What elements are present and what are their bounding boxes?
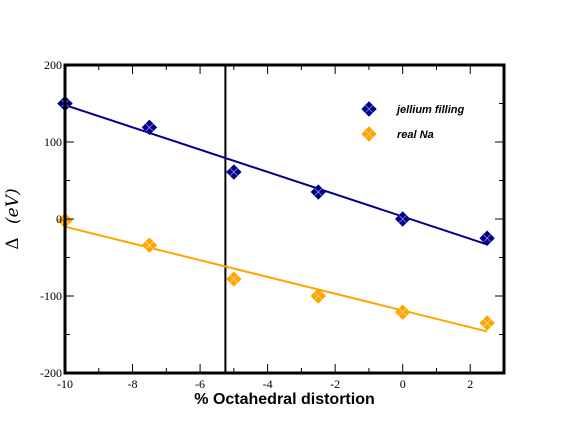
series-0-point	[479, 230, 495, 246]
series-1-point	[479, 315, 495, 331]
series-1-point-hatch	[483, 319, 491, 327]
series-1-point-hatch	[398, 308, 407, 316]
series-0-point-hatch	[230, 168, 238, 176]
series-1-fit-line	[64, 225, 488, 333]
x-tick-label: -2	[330, 377, 340, 391]
y-axis-label-text: Δ (eV)	[3, 188, 23, 249]
x-tick-label: -6	[195, 377, 205, 391]
legend-label-1: real Na	[397, 129, 434, 141]
series-1-point-hatch	[145, 241, 154, 249]
legend-marker-1-hatch	[365, 130, 373, 138]
x-tick-label: 2	[467, 377, 473, 391]
x-tick-label: -10	[57, 377, 73, 391]
series-0	[57, 95, 495, 246]
y-axis-label: Δ (eV)	[3, 188, 23, 249]
y-tick-label: 100	[44, 135, 62, 149]
series-1-point	[394, 304, 411, 320]
series-0-point	[394, 211, 411, 227]
series-0-point	[310, 184, 326, 200]
legend-marker-1	[361, 126, 377, 142]
series-1-point	[226, 271, 242, 287]
y-axis-label-unit: (eV)	[3, 188, 23, 224]
x-tick-label: 0	[400, 377, 406, 391]
x-tick-label: -8	[128, 377, 138, 391]
series-0-point-hatch	[314, 188, 323, 196]
series-0-fit-line	[64, 104, 488, 246]
series-1-point-hatch	[230, 275, 238, 283]
series-0-point-hatch	[398, 215, 407, 223]
series-1-point-hatch	[314, 292, 323, 300]
y-tick-label: 0	[56, 212, 62, 226]
series-1-point	[141, 237, 158, 253]
legend-marker-0-hatch	[365, 105, 373, 113]
series-0-point-hatch	[145, 123, 154, 132]
axis-ticks: -10 -8 -6 -4 -2 0 2 -200 -100 0 100 200	[40, 58, 504, 391]
legend-marker-0	[361, 101, 377, 117]
x-axis-label: % Octahedral distortion	[194, 391, 374, 408]
y-tick-label: -100	[40, 289, 62, 303]
y-tick-label: -200	[40, 366, 62, 380]
series-1-point	[310, 288, 326, 304]
series-0-point	[141, 119, 158, 136]
x-tick-label: -4	[263, 377, 273, 391]
series-0-point	[226, 164, 242, 180]
series-0-point-hatch	[483, 234, 491, 243]
chart-marks	[57, 65, 495, 373]
y-tick-label: 200	[44, 58, 62, 72]
series-1	[57, 212, 495, 333]
y-axis-label-symbol: Δ	[3, 237, 23, 249]
legend: jellium filling real Na	[361, 101, 465, 142]
legend-label-0: jellium filling	[395, 104, 465, 116]
